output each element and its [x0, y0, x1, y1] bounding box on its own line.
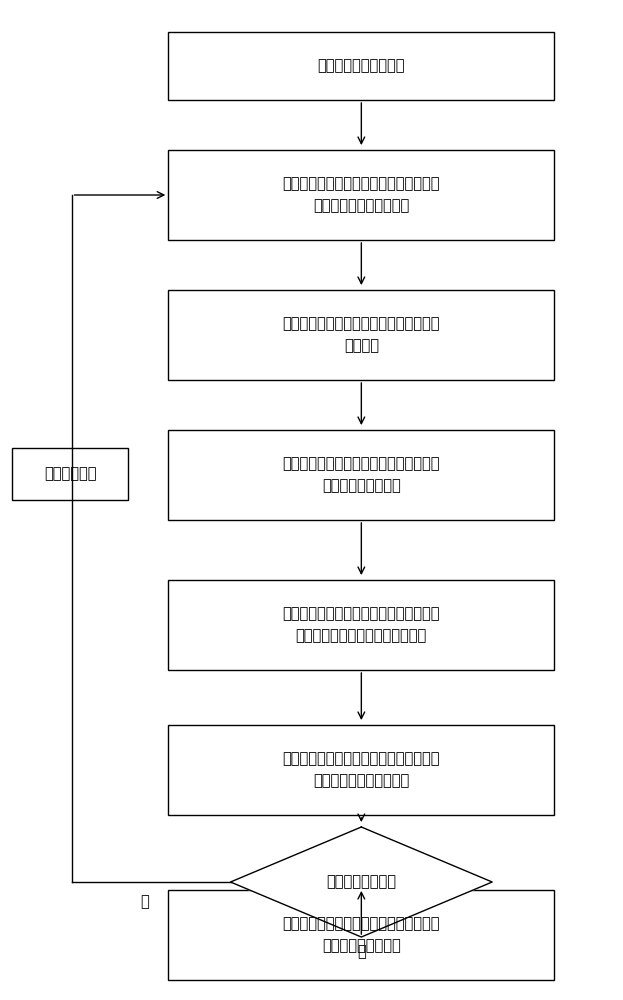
Text: 更换掩模图形: 更换掩模图形 [44, 466, 97, 482]
FancyBboxPatch shape [168, 290, 554, 380]
Text: 否: 否 [357, 944, 366, 960]
Text: 检测穿过所述物镜系统之后的第一级子光
束和第二级子光束的像面光瞳信息: 检测穿过所述物镜系统之后的第一级子光 束和第二级子光束的像面光瞳信息 [283, 606, 440, 644]
Text: 使第一级子光束和第二级子光束穿过物镜
系统，并投射至像面: 使第一级子光束和第二级子光束穿过物镜 系统，并投射至像面 [283, 456, 440, 494]
Text: 获取预定的曝光场点所对应的瞳面在各个
检测点的透过率分布: 获取预定的曝光场点所对应的瞳面在各个 检测点的透过率分布 [283, 916, 440, 954]
FancyBboxPatch shape [168, 890, 554, 980]
Polygon shape [231, 827, 492, 937]
Text: 根据像面光瞳信息和物面光瞳信息，得到
对应检测点的光瞳透过率: 根据像面光瞳信息和物面光瞳信息，得到 对应检测点的光瞳透过率 [283, 751, 440, 789]
FancyBboxPatch shape [12, 448, 128, 500]
FancyBboxPatch shape [168, 150, 554, 240]
Text: 获取第一级子光束和第二级子光束的物面
光瞳信息: 获取第一级子光束和第二级子光束的物面 光瞳信息 [283, 316, 440, 354]
FancyBboxPatch shape [168, 580, 554, 670]
Text: 是: 是 [140, 894, 149, 910]
Text: 提供多种相位掩模图形: 提供多种相位掩模图形 [318, 58, 405, 74]
FancyBboxPatch shape [168, 430, 554, 520]
Text: 使光束经过相位掩模图形，并投射出第一
级子光束和第二级子光束: 使光束经过相位掩模图形，并投射出第一 级子光束和第二级子光束 [283, 176, 440, 214]
Text: 是否更换掩模图形: 是否更换掩模图形 [326, 874, 396, 890]
FancyBboxPatch shape [168, 725, 554, 815]
FancyBboxPatch shape [168, 32, 554, 100]
